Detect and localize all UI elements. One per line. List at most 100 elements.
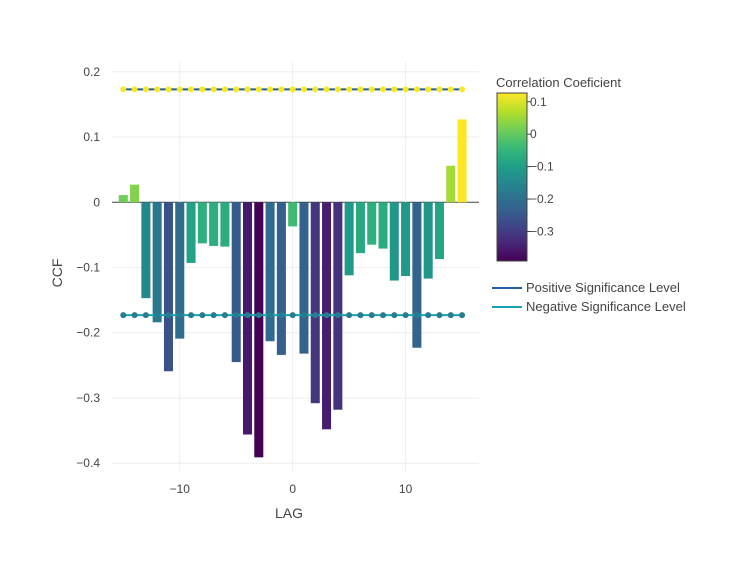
- ccf-bar: [130, 184, 140, 203]
- significance-marker: [380, 86, 387, 93]
- ccf-bar: [378, 202, 388, 249]
- ccf-bar: [265, 202, 275, 342]
- ccf-bar: [175, 202, 185, 339]
- significance-marker: [267, 312, 274, 319]
- legend-label: Negative Significance Level: [526, 299, 686, 314]
- significance-marker: [447, 312, 454, 319]
- significance-marker: [120, 312, 127, 319]
- significance-marker: [221, 86, 228, 93]
- ccf-bar: [367, 202, 377, 245]
- significance-marker: [413, 312, 420, 319]
- significance-marker: [312, 86, 319, 93]
- ccf-bar: [118, 195, 128, 203]
- significance-marker: [188, 312, 195, 319]
- significance-marker: [244, 86, 251, 93]
- significance-marker: [323, 86, 330, 93]
- ccf-bar: [412, 202, 422, 348]
- y-tick-label: 0.1: [83, 130, 100, 144]
- colorbar-gradient: [497, 93, 527, 261]
- colorbar-title: Correlation Coeficient: [496, 75, 621, 90]
- significance-marker: [402, 86, 409, 93]
- significance-marker: [368, 312, 375, 319]
- significance-marker: [323, 312, 330, 319]
- significance-marker: [436, 312, 443, 319]
- ccf-bar: [220, 202, 230, 247]
- significance-marker: [459, 312, 466, 319]
- colorbar-tick-label: 0.1: [530, 95, 547, 109]
- ccf-bar: [434, 202, 444, 260]
- y-axis-title: CCF: [49, 259, 65, 288]
- significance-marker: [199, 312, 206, 319]
- significance-marker: [120, 86, 127, 93]
- significance-marker: [391, 312, 398, 319]
- legend-label: Positive Significance Level: [526, 280, 680, 295]
- ccf-bar: [276, 202, 286, 355]
- colorbar-tick-label: −0.1: [530, 160, 554, 174]
- significance-marker: [289, 86, 296, 93]
- y-tick-label: 0.2: [83, 65, 100, 79]
- x-axis-title: LAG: [275, 505, 303, 521]
- significance-marker: [300, 86, 307, 93]
- significance-marker: [131, 312, 138, 319]
- legend-item-positive[interactable]: Positive Significance Level: [492, 280, 680, 295]
- significance-marker: [289, 312, 296, 319]
- significance-marker: [244, 312, 251, 319]
- colorbar-border: [496, 92, 528, 262]
- significance-marker: [278, 86, 285, 93]
- significance-marker: [255, 86, 262, 93]
- ccf-bar: [242, 202, 253, 435]
- colorbar: Correlation Coeficient 0.1 0 −0.1 −0.2 −0.3: [496, 75, 621, 262]
- significance-marker: [210, 312, 217, 319]
- significance-marker: [459, 86, 466, 93]
- y-tick-label: −0.1: [76, 261, 100, 275]
- significance-marker: [199, 86, 206, 93]
- significance-marker: [346, 312, 353, 319]
- significance-marker: [425, 86, 432, 93]
- significance-marker: [425, 312, 432, 319]
- significance-lines: [120, 86, 466, 319]
- ccf-bar: [197, 202, 207, 244]
- significance-marker: [334, 312, 341, 319]
- significance-marker: [391, 86, 398, 93]
- significance-marker: [402, 312, 409, 319]
- ccf-bar: [333, 202, 343, 410]
- y-tick-label: 0: [93, 195, 100, 209]
- ccf-bar: [457, 119, 467, 203]
- significance-marker: [188, 86, 195, 93]
- ccf-bar: [288, 202, 298, 227]
- significance-marker: [154, 86, 161, 93]
- axes: LAG CCF 0.2 0.1 0 −0.1 −0.2 −0.3 −0.4 −10 0 10: [49, 65, 413, 521]
- ccf-bar: [186, 202, 196, 263]
- significance-marker: [165, 312, 172, 319]
- significance-marker: [210, 86, 217, 93]
- significance-marker: [278, 312, 285, 319]
- ccf-bar: [209, 202, 219, 246]
- ccf-bar: [310, 202, 320, 404]
- x-tick-label: 10: [399, 482, 413, 496]
- significance-marker: [312, 312, 319, 319]
- ccf-bar: [446, 165, 456, 203]
- significance-marker: [436, 86, 443, 93]
- ccf-bar: [299, 202, 309, 354]
- legend-item-negative[interactable]: Negative Significance Level: [492, 299, 686, 314]
- significance-marker: [368, 86, 375, 93]
- significance-marker: [176, 86, 183, 93]
- significance-marker: [233, 312, 240, 319]
- y-tick-label: −0.2: [76, 326, 100, 340]
- significance-marker: [380, 312, 387, 319]
- ccf-bar: [141, 202, 151, 299]
- significance-marker: [176, 312, 183, 319]
- ccf-bar: [423, 202, 433, 279]
- ccf-bar: [231, 202, 241, 363]
- x-tick-label: −10: [170, 482, 191, 496]
- significance-marker: [267, 86, 274, 93]
- significance-marker: [142, 86, 149, 93]
- grid-lines: [112, 62, 479, 473]
- significance-marker: [346, 86, 353, 93]
- significance-marker: [233, 86, 240, 93]
- y-tick-label: −0.4: [76, 456, 100, 470]
- ccf-bar: [355, 202, 365, 254]
- ccf-bar: [163, 202, 173, 372]
